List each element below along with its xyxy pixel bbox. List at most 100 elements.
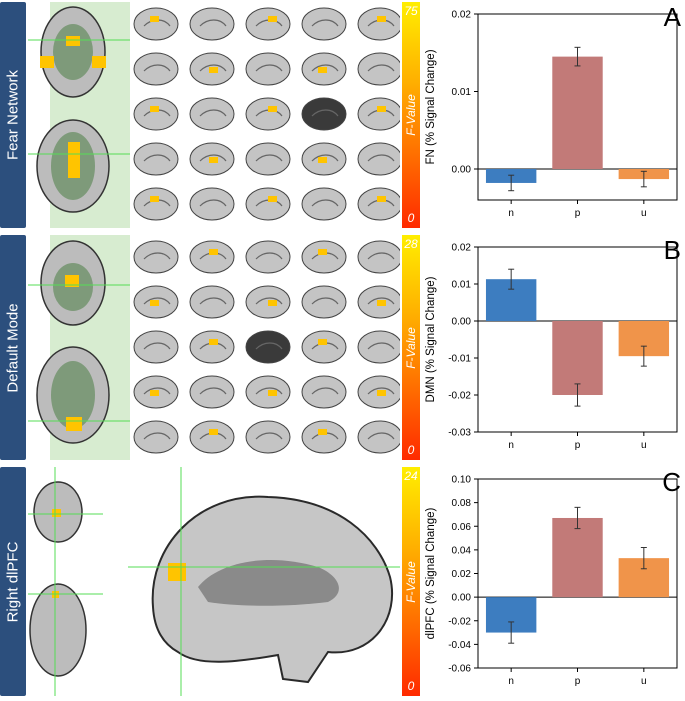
sagittal-slice	[189, 97, 235, 131]
sagittal-slice	[189, 187, 235, 221]
colorbar-min: 0	[407, 211, 415, 225]
sagittal-slice	[133, 420, 179, 454]
bar-p	[552, 56, 603, 169]
section-band-default-mode: Default Mode	[0, 235, 26, 460]
y-tick-label: 0.10	[452, 475, 472, 486]
x-tick-label: n	[508, 208, 514, 219]
sagittal-slice	[357, 97, 403, 131]
sagittal-slice	[133, 52, 179, 86]
sagittal-slice-detail	[255, 342, 283, 350]
sagittal-slice-detail	[311, 64, 339, 72]
activation-blob	[40, 56, 54, 68]
sagittal-slice-detail	[199, 199, 227, 207]
brain-slices-svg	[28, 467, 400, 696]
activation-blob	[377, 196, 386, 202]
sagittal-slice-detail	[255, 432, 283, 440]
sagittal-slice	[245, 330, 291, 364]
activation-blob	[150, 390, 159, 396]
sagittal-slice-detail	[311, 109, 339, 117]
sagittal-slice	[357, 142, 403, 176]
sagittal-slice-detail	[199, 109, 227, 117]
activation-blob	[68, 142, 80, 178]
activation-blob	[150, 196, 159, 202]
sagittal-slice	[357, 52, 403, 86]
x-tick-label: p	[575, 676, 581, 687]
chart-b-svg: -0.03 -0.02 -0.01 0.00 0.01 0.02 n p u DMN (% Sig…	[425, 235, 681, 451]
activation-blob	[318, 249, 327, 255]
sagittal-slice	[301, 330, 347, 364]
chart-b: -0.03 -0.02 -0.01 0.00 0.01 0.02 n p u DMN (% Sig…	[420, 235, 685, 460]
activation-blob	[377, 106, 386, 112]
activation-blob	[150, 106, 159, 112]
sagittal-slice-detail	[367, 342, 395, 350]
sagittal-grid	[133, 240, 403, 454]
sagittal-slice	[133, 240, 179, 274]
activation-blob	[168, 563, 186, 581]
y-tick-label: -0.02	[448, 616, 471, 627]
sagittal-grid	[133, 7, 403, 221]
sagittal-slice	[189, 7, 235, 41]
y-tick-label: 0.01	[452, 280, 472, 291]
sagittal-slice	[357, 420, 403, 454]
section-label: Fear Network	[4, 69, 22, 161]
chart-a-svg: 0.00 0.01 0.02 n p u FN (% Signal Change) A	[425, 2, 682, 219]
colorbar-label: F-Value	[404, 326, 418, 369]
y-tick-label: 0.01	[452, 87, 472, 98]
x-tick-label: p	[575, 208, 581, 219]
sagittal-slice	[133, 97, 179, 131]
panel-letter: A	[664, 2, 682, 32]
sagittal-slice-detail	[199, 297, 227, 305]
activation-blob	[66, 36, 80, 46]
activation-blob	[150, 16, 159, 22]
y-tick-label: 0.00	[452, 317, 472, 328]
sagittal-slice	[133, 330, 179, 364]
section-label: Right dlPFC	[4, 541, 22, 622]
section-label: Default Mode	[4, 302, 22, 393]
sagittal-slice	[245, 52, 291, 86]
sagittal-slice-detail	[143, 64, 171, 72]
activation-blob	[92, 56, 106, 68]
sagittal-slice	[245, 97, 291, 131]
y-tick-label: -0.04	[448, 640, 471, 651]
sagittal-slice-detail	[367, 64, 395, 72]
sagittal-slice-detail	[143, 297, 171, 305]
brain-images-default-mode	[28, 235, 403, 460]
sagittal-slice-detail	[311, 387, 339, 395]
activation-blob	[377, 390, 386, 396]
sagittal-slice	[133, 142, 179, 176]
sagittal-slice-detail	[199, 64, 227, 72]
sagittal-slice	[245, 240, 291, 274]
activation-blob	[209, 339, 218, 345]
axial-inner	[51, 361, 95, 429]
activation-blob	[52, 509, 61, 517]
colorbar-min: 0	[407, 679, 415, 693]
sagittal-slice-detail	[367, 297, 395, 305]
sagittal-slice-detail	[311, 154, 339, 162]
y-tick-label: 0.04	[452, 545, 472, 556]
sagittal-slice	[301, 240, 347, 274]
sagittal-slice-detail	[143, 252, 171, 260]
sagittal-slice-detail	[255, 252, 283, 260]
sagittal-slice-detail	[311, 19, 339, 27]
sagittal-slice	[357, 7, 403, 41]
y-tick-label: 0.06	[452, 522, 472, 533]
sagittal-inner	[198, 559, 339, 606]
y-tick-label: 0.00	[452, 165, 472, 176]
sagittal-slice-detail	[367, 154, 395, 162]
y-tick-label: 0.02	[452, 10, 472, 21]
colorbar-label: F-Value	[404, 560, 418, 603]
bar-p	[552, 321, 603, 395]
sagittal-slice	[301, 375, 347, 409]
coronal-inner	[53, 24, 93, 80]
colorbar-max: 28	[404, 237, 418, 251]
chart-a: 0.00 0.01 0.02 n p u FN (% Signal Change) A	[420, 2, 685, 228]
activation-blob	[209, 429, 218, 435]
colorbar-label: F-Value	[404, 94, 418, 136]
activation-blob	[318, 157, 327, 163]
sagittal-slice	[357, 187, 403, 221]
activation-blob	[209, 67, 218, 73]
y-axis-label: dlPFC (% Signal Change)	[425, 507, 437, 639]
sagittal-slice	[133, 187, 179, 221]
section-band-right-dlpfc: Right dlPFC	[0, 467, 26, 696]
sagittal-slice	[189, 330, 235, 364]
